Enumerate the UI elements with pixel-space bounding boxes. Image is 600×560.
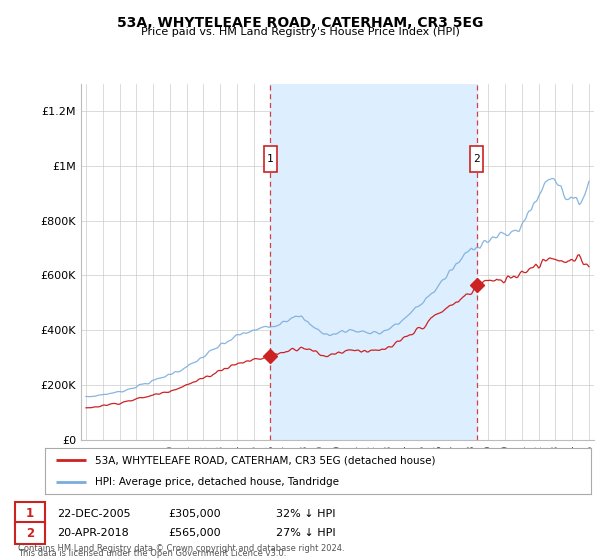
Bar — [271, 84, 476, 440]
Text: 27% ↓ HPI: 27% ↓ HPI — [276, 528, 335, 538]
Text: HPI: Average price, detached house, Tandridge: HPI: Average price, detached house, Tand… — [95, 477, 339, 487]
Text: Contains HM Land Registry data © Crown copyright and database right 2024.: Contains HM Land Registry data © Crown c… — [18, 544, 344, 553]
Text: £305,000: £305,000 — [168, 508, 221, 519]
Text: 20-APR-2018: 20-APR-2018 — [57, 528, 129, 538]
Text: 32% ↓ HPI: 32% ↓ HPI — [276, 508, 335, 519]
Text: 1: 1 — [26, 507, 34, 520]
Text: This data is licensed under the Open Government Licence v3.0.: This data is licensed under the Open Gov… — [18, 549, 286, 558]
Text: £565,000: £565,000 — [168, 528, 221, 538]
Text: 53A, WHYTELEAFE ROAD, CATERHAM, CR3 5EG (detached house): 53A, WHYTELEAFE ROAD, CATERHAM, CR3 5EG … — [95, 455, 436, 465]
Text: 53A, WHYTELEAFE ROAD, CATERHAM, CR3 5EG: 53A, WHYTELEAFE ROAD, CATERHAM, CR3 5EG — [117, 16, 483, 30]
Text: Price paid vs. HM Land Registry's House Price Index (HPI): Price paid vs. HM Land Registry's House … — [140, 27, 460, 37]
Text: 2: 2 — [26, 526, 34, 540]
FancyBboxPatch shape — [264, 146, 277, 171]
Text: 1: 1 — [267, 153, 274, 164]
Text: 2: 2 — [473, 153, 480, 164]
Text: 22-DEC-2005: 22-DEC-2005 — [57, 508, 131, 519]
FancyBboxPatch shape — [470, 146, 484, 171]
